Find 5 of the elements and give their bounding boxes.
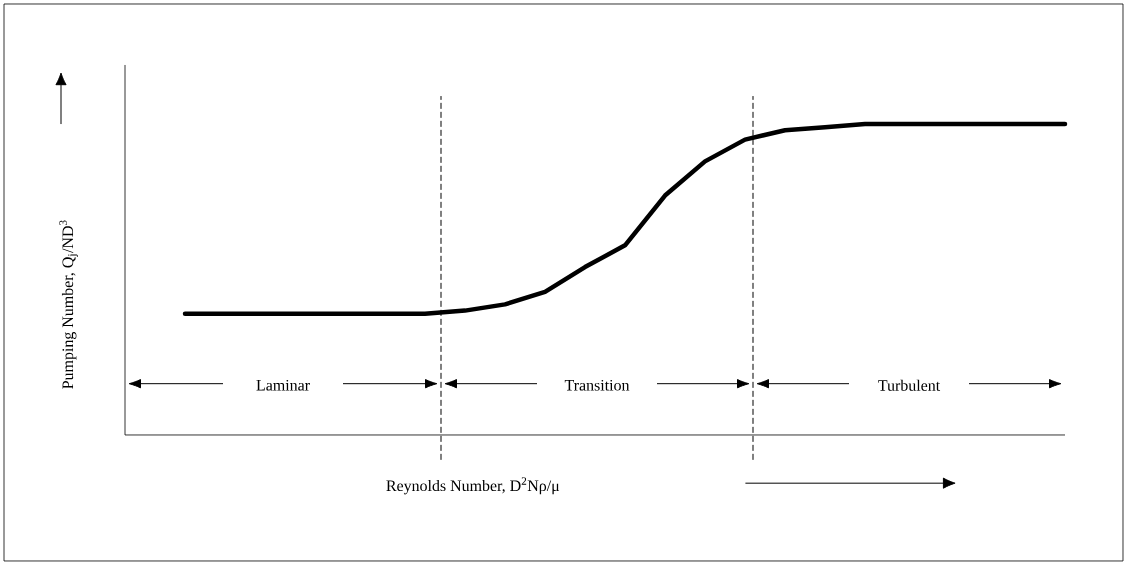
annotation: Turbulent [878, 379, 941, 391]
annotation: Transition [564, 379, 630, 391]
x-axis-title: Reynolds Number, D$^{2}$Nρ/μ [386, 477, 560, 495]
y-axis-title: Pumping Number, Q$_{j}$/ND$^{3}$ [59, 220, 78, 389]
annotation: Laminar [256, 379, 310, 391]
